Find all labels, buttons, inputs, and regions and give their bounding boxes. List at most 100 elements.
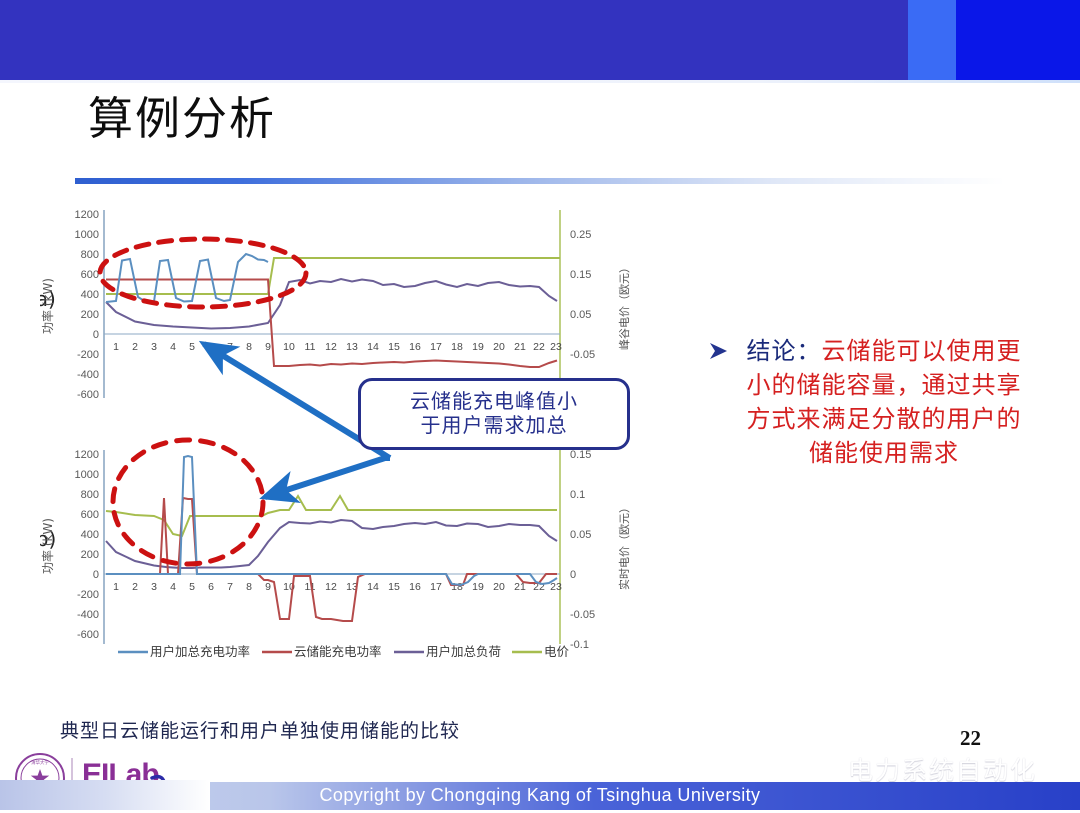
svg-text:20: 20 [493,581,505,593]
svg-text:5: 5 [189,581,195,593]
wechat-icon [802,754,840,785]
svg-text:200: 200 [81,309,99,321]
svg-text:22: 22 [533,341,545,353]
chart-a-series-cloud-charge [106,278,558,368]
chart-b-y2-axis-title: 实时电价（欧元） [617,502,631,590]
svg-text:4: 4 [170,581,176,593]
svg-text:1000: 1000 [75,469,99,481]
callout-text: 云储能充电峰值小 于用户需求加总 [410,390,578,437]
svg-text:400: 400 [81,289,99,301]
charts-svg: (a) 功率 (kW) 峰谷电价（欧元） 1200 1000 800 600 4… [40,209,631,659]
svg-text:200: 200 [81,549,99,561]
chart-b-highlight-ellipse [110,437,266,567]
svg-text:13: 13 [346,581,358,593]
banner-segment-left [0,0,908,80]
chart-a-series-price [106,257,560,295]
chart-b-panel-label: (b) [40,527,56,551]
banner-segment-middle [908,0,956,80]
svg-text:1200: 1200 [75,449,99,461]
chart-a: (a) 功率 (kW) 峰谷电价（欧元） 1200 1000 800 600 4… [40,209,631,401]
svg-text:9: 9 [265,581,271,593]
page-title: 算例分析 [88,92,277,145]
chart-a-y-tick-labels: 1200 1000 800 600 400 200 0 -200 -400 -6… [75,209,99,401]
svg-text:9: 9 [265,341,271,353]
annotation-arrow [198,340,392,503]
svg-text:0.25: 0.25 [570,229,591,241]
svg-text:14: 14 [367,581,379,593]
svg-text:20: 20 [493,341,505,353]
conclusion-text: 结论：云储能可以使用更小的储能容量，通过共享方式来满足分散的用户的储能使用需求 [738,334,1030,470]
svg-text:10: 10 [283,581,295,593]
svg-text:8: 8 [246,341,252,353]
svg-text:800: 800 [81,249,99,261]
svg-text:7: 7 [227,341,233,353]
copyright-text: Copyright by Chongqing Kang of Tsinghua … [319,785,761,805]
svg-text:400: 400 [81,529,99,541]
svg-text:2: 2 [132,341,138,353]
svg-text:7: 7 [227,581,233,593]
svg-text:0: 0 [570,569,576,581]
conclusion-body: 云储能可以使用更小的储能容量，通过共享方式来满足分散的用户的储能使用需求 [746,337,1022,468]
watermark: 电力系统自动化 [800,748,1065,790]
callout-line-1: 云储能充电峰值小 [410,389,578,414]
svg-text:3: 3 [151,341,157,353]
chart-a-highlight-ellipse [97,236,309,310]
svg-text:18: 18 [451,581,463,593]
svg-text:0.05: 0.05 [570,309,591,321]
svg-text:600: 600 [81,269,99,281]
callout-line-2: 于用户需求加总 [420,413,568,437]
svg-text:-400: -400 [77,609,99,621]
svg-text:13: 13 [346,341,358,353]
svg-text:19: 19 [472,581,484,593]
svg-text:0.05: 0.05 [570,529,591,541]
svg-text:-200: -200 [77,349,99,361]
svg-text:17: 17 [430,581,442,593]
svg-text:-0.05: -0.05 [570,609,595,621]
chart-b-y2-tick-labels: 0.15 0.1 0.05 0 -0.05 -0.1 [570,449,595,651]
legend-label-load: 用户加总负荷 [426,644,501,659]
chart-b-series-cloud-charge [106,496,557,622]
chart-a-y-axis-title: 功率 (kW) [40,278,55,334]
chart-a-y2-tick-labels: 0.25 0.15 0.05 -0.05 [570,229,595,361]
legend-label-price: 电价 [544,644,570,659]
svg-text:2: 2 [132,581,138,593]
svg-text:-200: -200 [77,589,99,601]
svg-text:14: 14 [367,341,379,353]
chart-legend: 用户加总充电功率 云储能充电功率 用户加总负荷 电价 [118,644,570,659]
watermark-text: 电力系统自动化 [848,756,1038,785]
svg-text:1000: 1000 [75,229,99,241]
svg-text:600: 600 [81,509,99,521]
svg-text:11: 11 [305,581,316,593]
svg-text:0.15: 0.15 [570,269,591,281]
banner-segment-right [956,0,1080,80]
conclusion-block: 结论：云储能可以使用更小的储能容量，通过共享方式来满足分散的用户的储能使用需求 [700,334,1030,470]
svg-text:-0.1: -0.1 [570,639,589,651]
svg-text:12: 12 [325,581,337,593]
svg-text:-600: -600 [77,389,99,401]
svg-text:8: 8 [246,581,252,593]
svg-text:23: 23 [550,341,562,353]
svg-text:3: 3 [151,581,157,593]
svg-text:10: 10 [283,341,295,353]
figure-caption: 典型日云储能运行和用户单独使用储能的比较 [60,720,461,742]
svg-text:1: 1 [113,581,119,593]
svg-text:800: 800 [81,489,99,501]
svg-text:18: 18 [451,341,463,353]
chart-a-panel-label: (a) [40,287,56,311]
svg-text:23: 23 [550,581,562,593]
title-underline-rule [75,178,1005,184]
svg-text:0: 0 [93,569,99,581]
svg-text:17: 17 [430,341,442,353]
chart-b-series-price [105,494,557,538]
chart-b-y-axis-title: 功率 (kW) [40,518,55,574]
chart-b-y-tick-labels: 1200 1000 800 600 400 200 0 -200 -400 -6… [75,449,99,641]
svg-text:-400: -400 [77,369,99,381]
svg-text:11: 11 [305,341,316,353]
chart-b: (b) 功率 (kW) 实时电价（欧元） 1200 1000 800 600 4… [40,437,631,651]
arrow-bullet-icon [710,343,727,359]
page-number: 22 [960,726,981,750]
svg-text:19: 19 [472,341,484,353]
